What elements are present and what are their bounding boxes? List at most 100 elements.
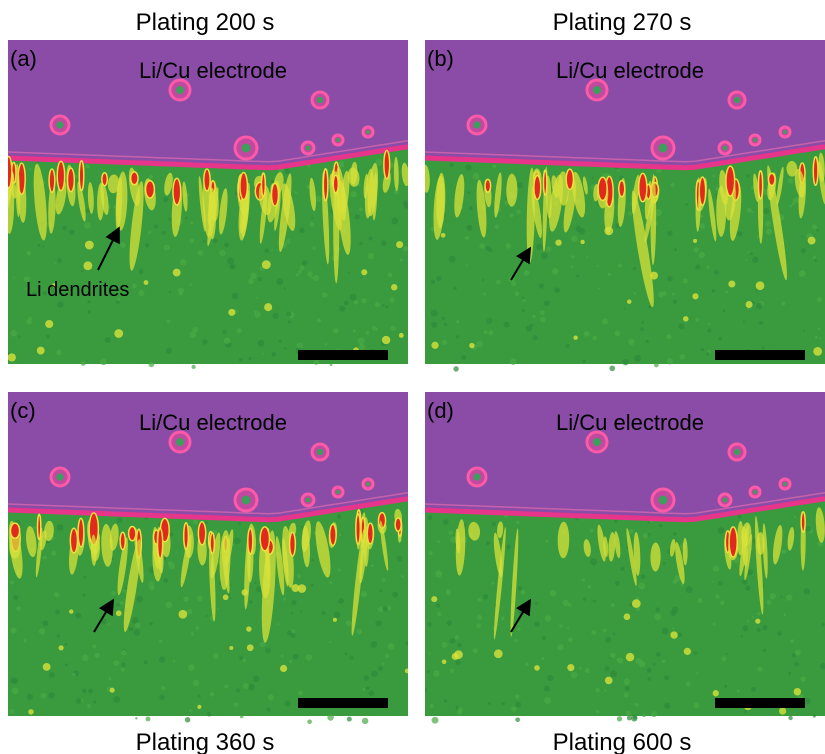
deposit <box>627 299 632 304</box>
texture <box>148 231 151 234</box>
texture <box>113 696 120 703</box>
deposit <box>173 269 181 277</box>
texture <box>196 626 199 629</box>
texture <box>547 675 553 681</box>
texture <box>281 655 284 658</box>
texture <box>673 532 677 536</box>
texture <box>701 348 705 352</box>
texture <box>81 361 86 366</box>
dendrite-core <box>598 177 607 200</box>
texture <box>334 612 341 619</box>
texture <box>781 549 786 554</box>
texture <box>250 273 257 280</box>
texture <box>349 655 353 659</box>
deposit <box>431 596 437 602</box>
deposit <box>555 239 561 245</box>
texture <box>400 258 403 261</box>
deposit <box>808 237 816 245</box>
texture <box>712 581 714 583</box>
texture <box>277 278 284 285</box>
inclusion-core <box>753 490 757 494</box>
texture <box>522 296 524 298</box>
texture <box>624 679 630 685</box>
deposit <box>441 233 446 238</box>
texture <box>287 630 292 635</box>
texture <box>105 337 111 343</box>
texture <box>743 320 745 322</box>
texture <box>271 180 274 183</box>
dendrite-core <box>120 532 125 549</box>
texture <box>210 692 215 697</box>
texture <box>583 597 586 600</box>
texture <box>695 265 700 270</box>
texture <box>596 710 599 713</box>
texture <box>28 316 32 320</box>
texture <box>712 289 715 292</box>
texture <box>375 620 381 626</box>
deposit <box>396 241 403 248</box>
texture <box>781 302 785 306</box>
texture <box>670 610 676 616</box>
texture <box>821 623 825 627</box>
texture <box>698 252 705 259</box>
texture <box>288 320 291 323</box>
texture <box>249 600 252 603</box>
texture <box>788 178 794 184</box>
texture <box>578 228 585 235</box>
texture <box>505 243 511 249</box>
texture <box>523 299 526 302</box>
texture <box>448 530 453 535</box>
texture <box>149 175 153 179</box>
panel-label: (b) <box>427 46 454 71</box>
texture <box>552 268 559 275</box>
texture <box>329 581 332 584</box>
texture <box>766 229 773 236</box>
texture <box>385 306 388 309</box>
texture <box>610 671 617 678</box>
texture <box>603 628 607 632</box>
deposit <box>116 610 122 616</box>
texture <box>317 318 321 322</box>
micrograph <box>423 392 825 724</box>
texture <box>554 287 560 293</box>
dendrite-core <box>485 179 491 192</box>
texture <box>504 201 508 205</box>
texture <box>447 592 451 596</box>
inclusion-core <box>593 86 601 94</box>
texture <box>193 519 198 524</box>
texture <box>13 595 18 600</box>
texture <box>92 644 96 648</box>
texture <box>134 629 141 636</box>
texture <box>217 608 219 610</box>
texture <box>525 663 528 666</box>
texture <box>253 675 259 681</box>
texture <box>443 519 449 525</box>
texture <box>161 686 165 690</box>
texture <box>405 641 409 645</box>
texture <box>598 288 600 290</box>
texture <box>350 294 357 301</box>
texture <box>604 666 609 671</box>
texture <box>794 662 799 667</box>
texture <box>224 685 228 689</box>
texture <box>159 640 162 643</box>
dendrite-core <box>758 171 762 199</box>
texture <box>346 620 352 626</box>
texture <box>111 591 115 595</box>
texture <box>442 340 447 345</box>
texture <box>477 341 484 348</box>
texture <box>359 242 362 245</box>
texture <box>57 258 62 263</box>
texture <box>11 627 17 633</box>
texture <box>284 347 287 350</box>
texture <box>298 690 303 695</box>
dendrite-core <box>699 177 705 205</box>
texture <box>57 301 63 307</box>
texture <box>620 567 624 571</box>
dendrite-core <box>330 524 337 545</box>
dendrite-core <box>210 533 214 554</box>
texture <box>550 590 557 597</box>
texture <box>747 620 749 622</box>
texture <box>128 540 130 542</box>
texture <box>635 703 639 707</box>
